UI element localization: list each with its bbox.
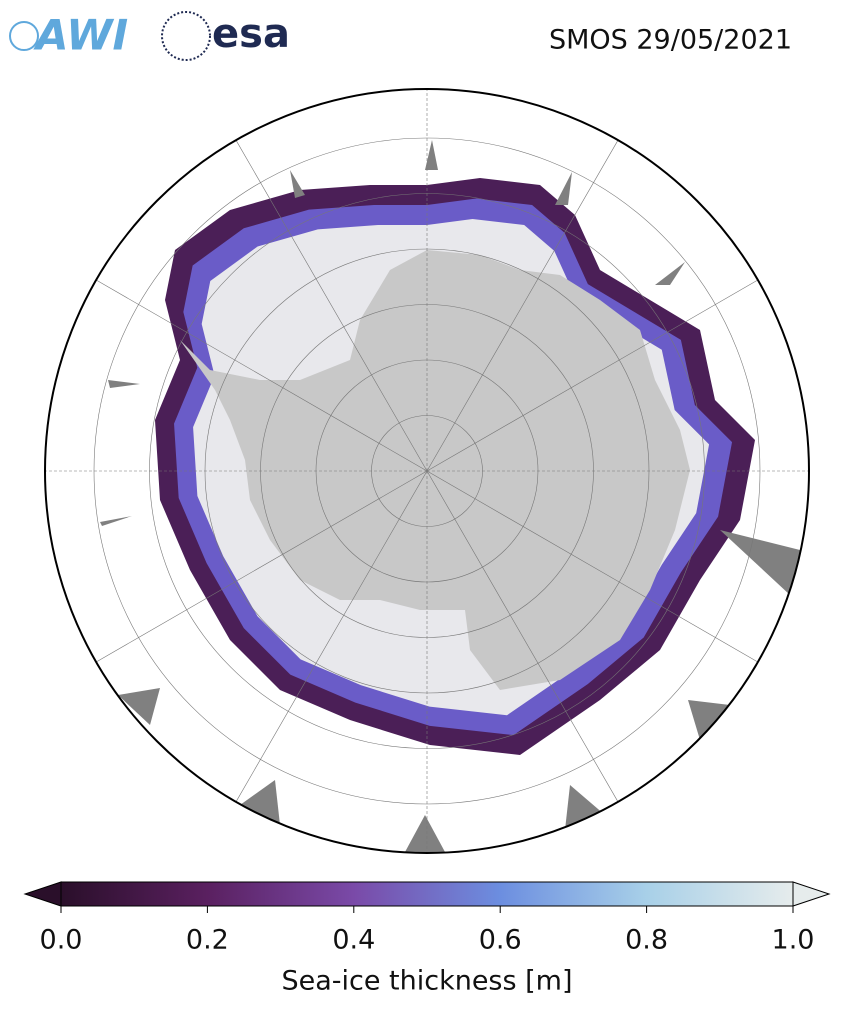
colorbar — [23, 881, 831, 913]
colorbar-tick-label: 0.2 — [186, 925, 229, 956]
title: SMOS 29/05/2021 — [549, 25, 792, 56]
map-frame — [44, 88, 810, 854]
meridian — [426, 470, 758, 663]
colorbar-tick-label: 0.8 — [625, 925, 668, 956]
colorbar-scale — [60, 881, 794, 907]
meridian — [235, 470, 428, 802]
colorbar-tick-label: 0.0 — [40, 925, 83, 956]
esa-logo: esa — [212, 11, 290, 57]
colorbar-tick-label: 0.4 — [332, 925, 375, 956]
meridian — [426, 279, 758, 472]
colorbar-extend-low — [23, 881, 62, 907]
meridian — [96, 470, 428, 663]
meridian — [426, 140, 619, 472]
map — [45, 89, 809, 853]
colorbar-label: Sea-ice thickness [m] — [281, 966, 572, 997]
awi-logo: AWI — [33, 11, 128, 60]
esa-logo-mark — [161, 11, 211, 61]
meridian — [235, 140, 428, 472]
awi-logo-mark — [9, 21, 39, 51]
logos: AWI esa — [9, 11, 290, 61]
antarctica — [180, 250, 690, 690]
colorbar-extend-high — [792, 881, 831, 907]
meridian — [426, 470, 619, 802]
colorbar-tick-label: 0.6 — [479, 925, 522, 956]
colorbar-tick-label: 1.0 — [772, 925, 815, 956]
graticule — [45, 89, 809, 853]
meridian — [96, 279, 428, 472]
masked-areas — [100, 140, 800, 852]
